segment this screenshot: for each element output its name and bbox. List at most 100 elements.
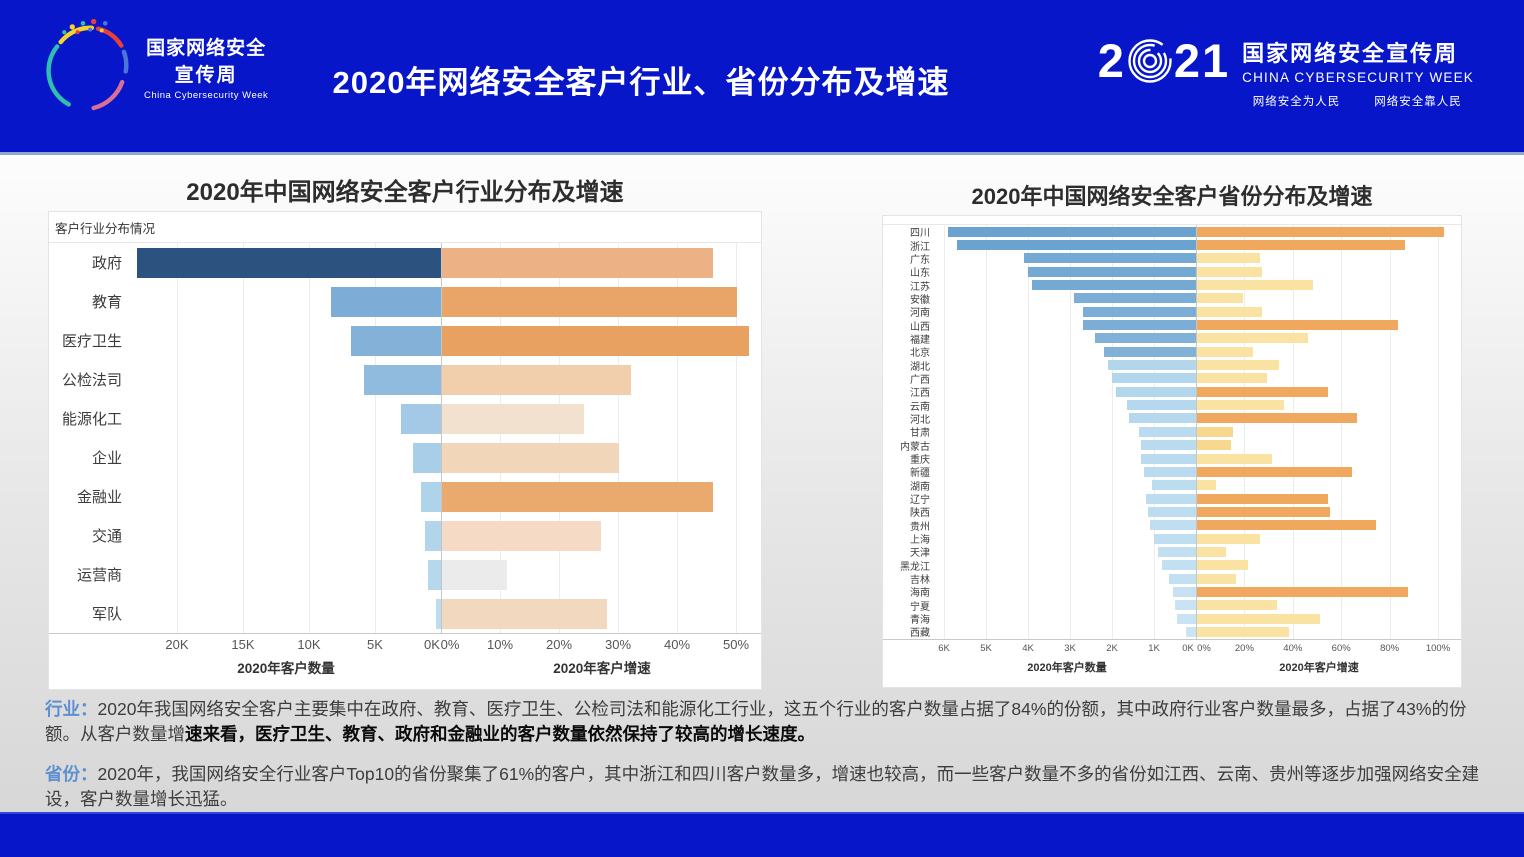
industry-note-bold-text: 速来看，医疗卫生、教育、政府和金融业的客户数量依然保持了较高的增长速度。	[185, 724, 815, 745]
growth-bar	[1197, 533, 1260, 544]
category-label: 北京	[910, 348, 930, 360]
growth-bar	[1197, 240, 1406, 251]
category-label: 军队	[91, 606, 122, 623]
category-label: 山西	[910, 321, 930, 333]
grid-line	[1244, 225, 1246, 639]
chart-row: 宁夏	[883, 599, 1461, 613]
province-chart-plot: 四川 浙江 广东 山东 江苏 安徽 河南 山西 福建 北京 湖北 广西 江西 云南 河北 甘肃 内蒙古 重庆 新疆湖…	[883, 224, 1461, 679]
count-bar	[1154, 533, 1196, 544]
growth-bar	[1197, 306, 1263, 317]
category-label: 云南	[910, 401, 930, 413]
category-label: 山东	[910, 268, 930, 280]
grid-line	[375, 243, 376, 633]
axis-tick: 6K	[938, 642, 950, 654]
grid-line	[1028, 225, 1029, 639]
org-name-en: CHINA CYBERSECURITY WEEK	[1242, 70, 1474, 85]
category-label: 金融业	[76, 489, 122, 506]
growth-bar	[1197, 520, 1377, 531]
chart-row: 湖南	[883, 479, 1461, 493]
growth-bar	[442, 286, 737, 317]
count-bar	[1185, 626, 1196, 637]
fingerprint-icon	[1128, 38, 1172, 83]
count-bar	[1151, 480, 1196, 491]
growth-bar	[442, 598, 608, 629]
category-label: 浙江	[910, 241, 930, 253]
chart-row: 山西	[883, 318, 1461, 333]
category-label: 青海	[910, 615, 930, 627]
logo-2021-digits: 2 2 1	[1098, 37, 1230, 84]
category-label: 广东	[910, 254, 930, 266]
grid-line	[243, 243, 244, 633]
chart-row: 陕西	[883, 505, 1461, 520]
count-bar	[1103, 346, 1196, 357]
count-axis-title: 2020年客户数量	[1027, 661, 1107, 674]
industry-note-text: 2020年我国网络安全客户主要集中在政府、教育、医疗卫生、公检司法和能源化工行业…	[45, 699, 1467, 745]
axis-tick: 30%	[604, 637, 632, 652]
category-label: 黑龙江	[900, 561, 930, 573]
slogan-right: 网络安全靠人民	[1374, 96, 1462, 108]
industry-chart-card: 客户行业分布情况 政府 教育 医疗卫生 公检法司 能源化工 企业 金融业 交通 运营商 军队 20K…	[48, 211, 762, 690]
axis-tick: 10%	[486, 637, 514, 652]
growth-bar	[1197, 626, 1289, 637]
growth-bar	[442, 559, 507, 590]
count-bar	[1107, 360, 1196, 371]
grid-line	[986, 225, 987, 639]
count-bar	[1126, 400, 1196, 411]
chart-row: 西藏	[883, 625, 1461, 639]
chart-row: 福建	[883, 332, 1461, 346]
category-label: 辽宁	[910, 495, 930, 507]
chart-row: 吉林	[883, 572, 1461, 586]
category-label: 广西	[910, 374, 930, 386]
count-bar	[1162, 560, 1196, 571]
count-bar	[948, 226, 1196, 237]
count-bar	[1074, 293, 1196, 304]
category-label: 福建	[910, 334, 930, 346]
axis-titles-row: 2020年客户数量 2020年客户增速	[49, 656, 761, 682]
province-chart-title: 2020年中国网络安全客户省份分布及增速	[971, 184, 1373, 209]
growth-bar	[1197, 440, 1231, 451]
header-bar: 国家网络安全 宣传周 China Cybersecurity Week 2020…	[0, 0, 1524, 152]
chart-row: 广东	[883, 252, 1461, 266]
center-axis-line	[441, 243, 442, 633]
grid-line	[309, 243, 310, 633]
category-label: 湖北	[910, 361, 930, 373]
rows-area: 政府 教育 医疗卫生 公检法司 能源化工 企业 金融业 交通 运营商 军队	[49, 242, 761, 633]
count-bar	[1147, 506, 1196, 517]
growth-bar	[1197, 560, 1248, 571]
axis-tick: 20%	[545, 637, 573, 652]
axis-tick: 15K	[231, 637, 255, 652]
count-bar	[364, 364, 441, 395]
org-name-cn: 国家网络安全宣传周	[1242, 41, 1459, 66]
growth-bar	[1197, 253, 1260, 264]
axis-tick: 20%	[1234, 642, 1254, 654]
growth-bar	[1197, 293, 1243, 304]
count-bar	[1158, 546, 1196, 557]
axis-tick: 0K	[424, 637, 440, 652]
category-label: 公检法司	[61, 372, 122, 389]
chart-row: 湖北	[883, 358, 1461, 373]
growth-bar	[1197, 280, 1314, 291]
category-label: 四川	[910, 228, 930, 240]
growth-bar	[442, 520, 602, 551]
count-bar	[137, 247, 441, 278]
category-label: 医疗卫生	[61, 333, 122, 350]
grid-line	[1438, 225, 1439, 639]
growth-bar	[1197, 386, 1328, 397]
growth-bar	[1197, 413, 1357, 424]
count-bar	[401, 403, 441, 434]
count-bar	[1116, 386, 1196, 397]
chart-row: 上海	[883, 532, 1461, 546]
org-name: 国家网络安全宣传周 CHINA CYBERSECURITY WEEK	[1242, 36, 1474, 85]
growth-bar	[1197, 360, 1280, 371]
center-axis-line	[1196, 225, 1197, 639]
axis-titles-row: 2020年客户数量 2020年客户增速	[883, 657, 1461, 679]
count-bar	[1168, 573, 1196, 584]
province-chart-card: 四川 浙江 广东 山东 江苏 安徽 河南 山西 福建 北京 湖北 广西 江西 云南 河北 甘肃 内蒙古 重庆 新疆湖…	[882, 215, 1462, 688]
count-bar	[1095, 333, 1196, 344]
emblem-line2: 宣传周	[174, 65, 238, 86]
category-label: 陕西	[910, 508, 930, 520]
axis-tick: 1K	[1148, 642, 1160, 654]
chart-row: 云南	[883, 398, 1461, 413]
count-bar	[1082, 320, 1196, 331]
